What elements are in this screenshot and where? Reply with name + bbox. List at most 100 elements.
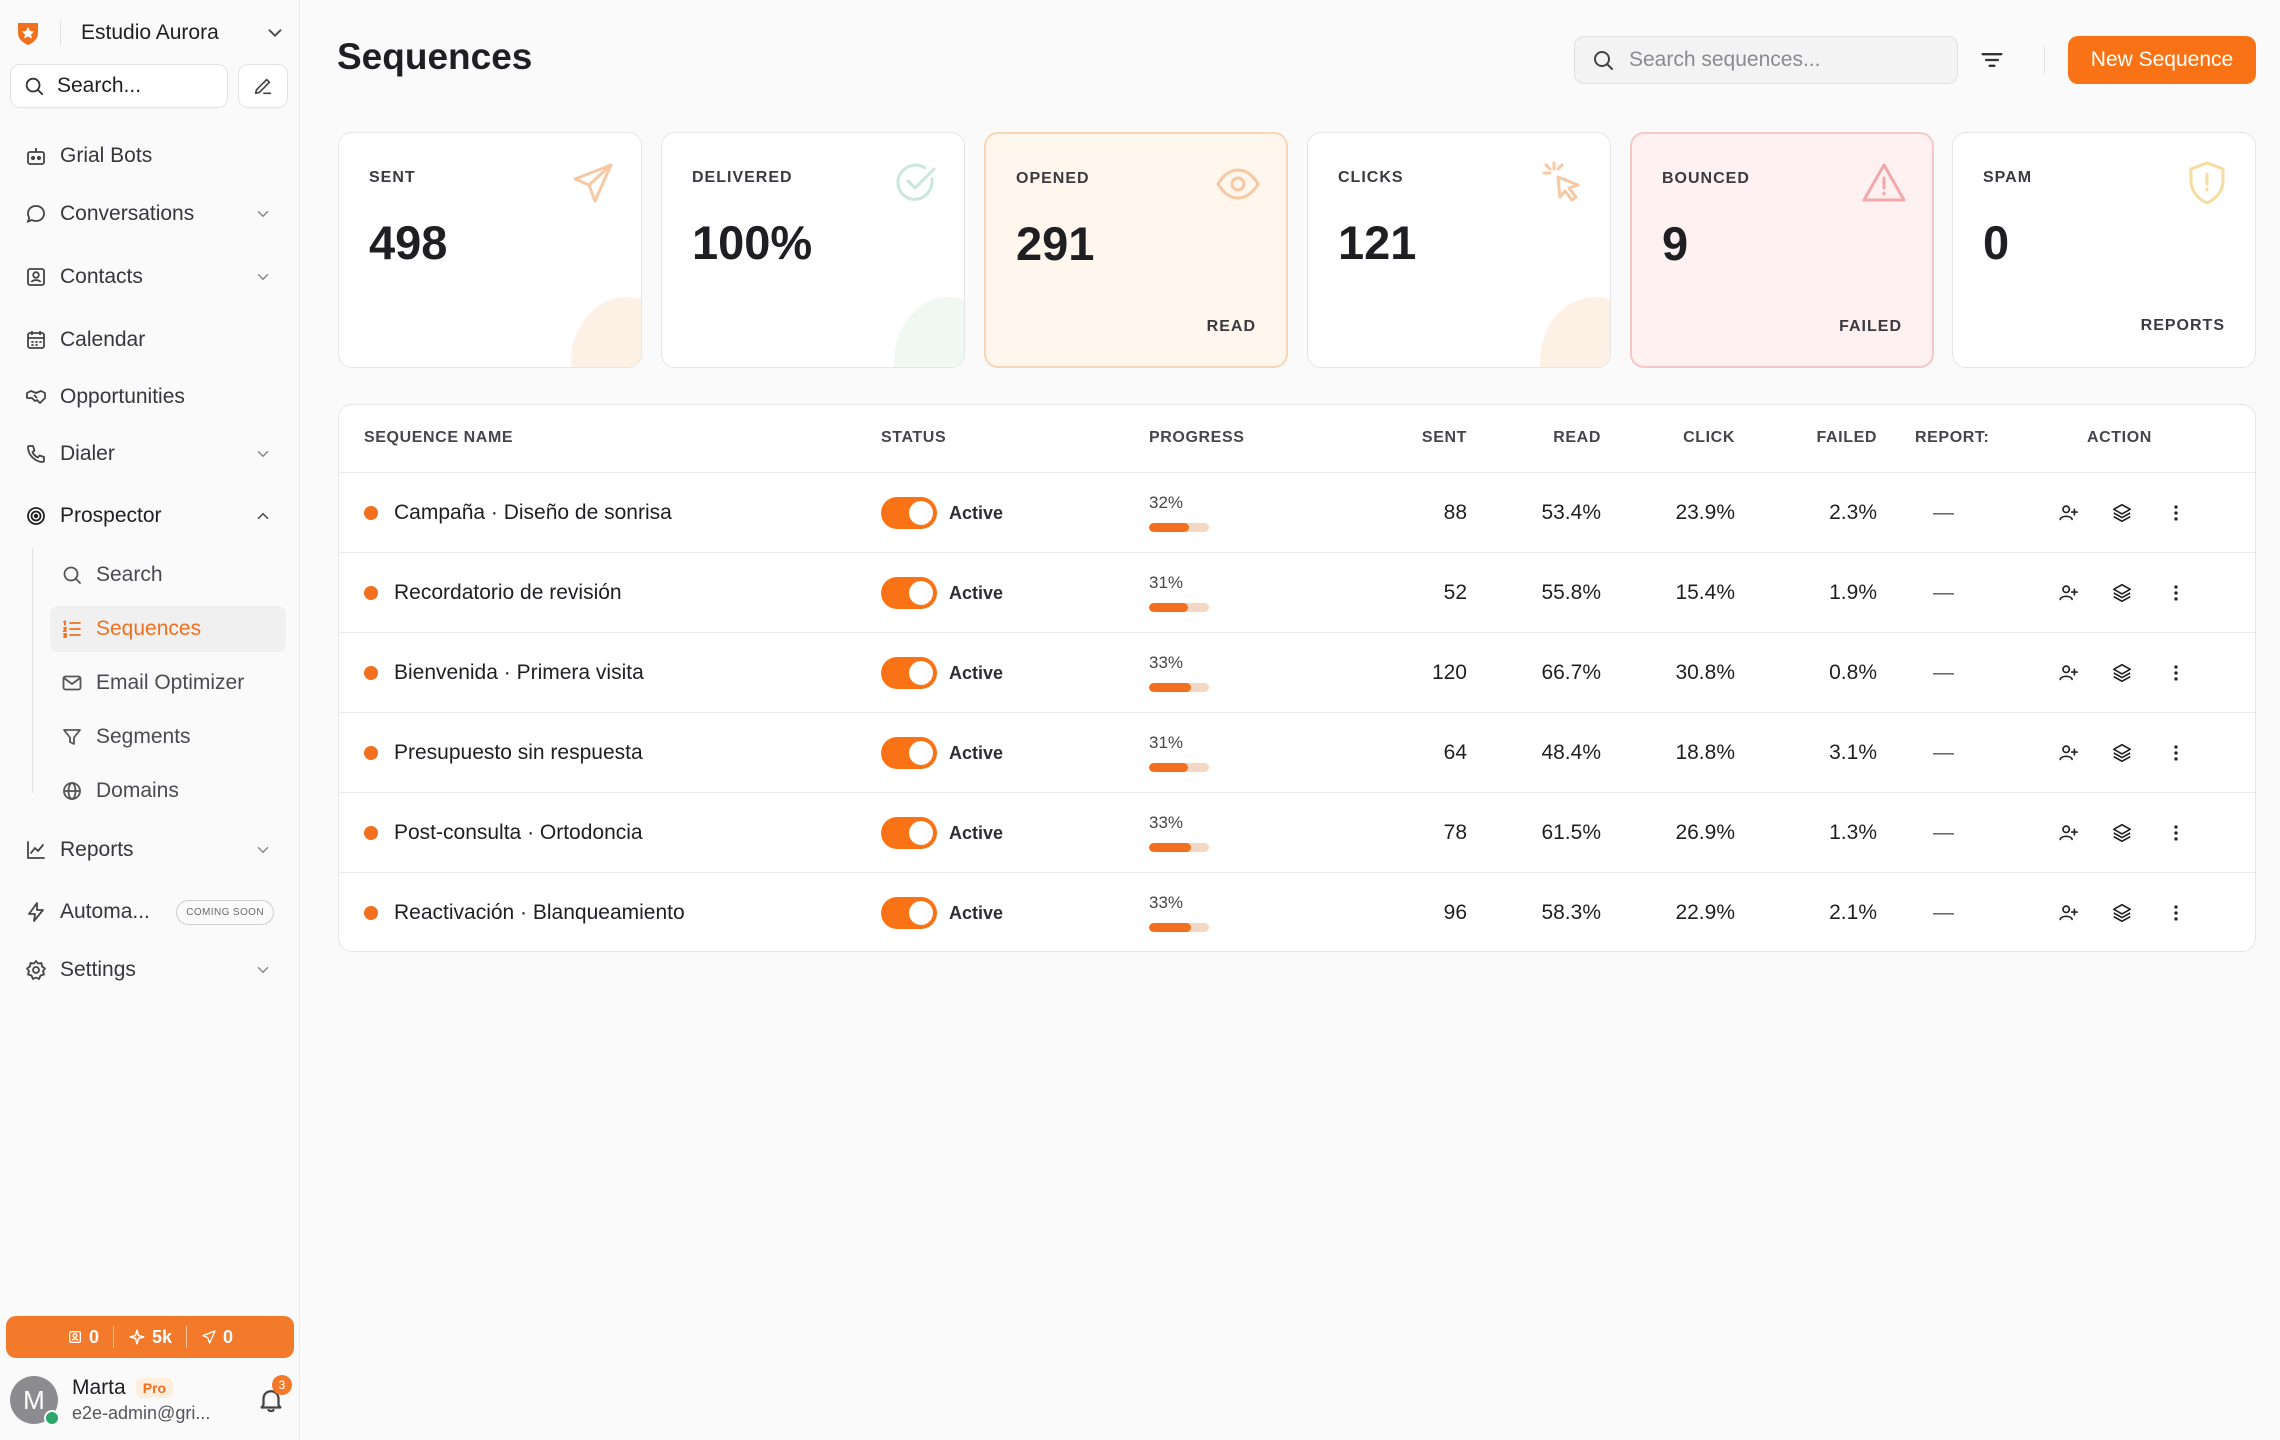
column-header-status[interactable]: STATUS <box>881 429 947 446</box>
more-options-button[interactable] <box>2161 873 2191 951</box>
status-toggle[interactable] <box>881 497 937 529</box>
table-row[interactable]: Reactivación · Blanqueamiento Active 33%… <box>339 873 2255 951</box>
sequence-name[interactable]: Recordatorio de revisión <box>394 581 622 604</box>
workspace-switcher[interactable]: Estudio Aurora <box>14 14 286 52</box>
status-cell: Active <box>881 633 1003 713</box>
line-chart-icon <box>27 841 45 859</box>
status-dot <box>364 666 378 680</box>
user-plus-icon <box>2059 905 2078 921</box>
globe-icon <box>63 782 81 800</box>
more-options-button[interactable] <box>2161 633 2191 713</box>
add-contacts-button[interactable] <box>2053 793 2083 873</box>
status-cell: Active <box>881 473 1003 553</box>
sidebar-item-opportunities[interactable]: Opportunities <box>14 375 286 419</box>
status-label: Active <box>949 822 1004 843</box>
column-header-failed[interactable]: FAILED <box>1816 429 1877 446</box>
column-header-sent[interactable]: SENT <box>1421 429 1467 446</box>
stat-sublabel: READ <box>1206 318 1256 335</box>
sequence-steps-button[interactable] <box>2107 633 2137 713</box>
sequence-steps-button[interactable] <box>2107 873 2137 951</box>
column-header-click[interactable]: CLICK <box>1683 429 1735 446</box>
progress-label: 33% <box>1149 893 1184 912</box>
status-dot <box>364 746 378 760</box>
toggle-knob <box>909 581 933 605</box>
add-contacts-button[interactable] <box>2053 553 2083 633</box>
more-options-button[interactable] <box>2161 713 2191 793</box>
sidebar-item-grial-bots[interactable]: Grial Bots <box>14 134 286 178</box>
sequence-steps-button[interactable] <box>2107 713 2137 793</box>
status-toggle[interactable] <box>881 577 937 609</box>
add-contacts-button[interactable] <box>2053 473 2083 553</box>
toggle-knob <box>909 501 933 525</box>
user-profile[interactable]: M Marta Pro e2e-admin@gri... 3 <box>10 1372 292 1428</box>
sequence-name[interactable]: Post-consulta · Ortodoncia <box>394 821 643 844</box>
status-toggle[interactable] <box>881 897 937 929</box>
table-row[interactable]: Presupuesto sin respuesta Active 31% 64 … <box>339 713 2255 793</box>
sidebar-item-conversations[interactable]: Conversations <box>14 192 286 236</box>
stat-label: CLICKS <box>1338 169 1404 186</box>
add-contacts-button[interactable] <box>2053 873 2083 951</box>
sidebar-item-dialer[interactable]: Dialer <box>14 432 286 476</box>
add-contacts-button[interactable] <box>2053 713 2083 793</box>
more-options-button[interactable] <box>2161 553 2191 633</box>
table-row[interactable]: Bienvenida · Primera visita Active 33% 1… <box>339 633 2255 713</box>
status-toggle[interactable] <box>881 817 937 849</box>
sequence-steps-button[interactable] <box>2107 553 2137 633</box>
sidebar-sub-search[interactable]: Search <box>50 552 286 598</box>
status-label: Active <box>949 742 1004 763</box>
progress-label: 33% <box>1149 813 1184 832</box>
table-row[interactable]: Post-consulta · Ortodoncia Active 33% 78… <box>339 793 2255 873</box>
compose-button[interactable] <box>238 64 288 108</box>
sidebar-search[interactable]: Search... <box>10 64 228 108</box>
sidebar-sub-email-optimizer[interactable]: Email Optimizer <box>50 660 286 706</box>
sidebar-item-prospector[interactable]: Prospector <box>14 494 286 538</box>
quota-divider <box>186 1326 188 1348</box>
sidebar-item-reports[interactable]: Reports <box>14 828 286 872</box>
sidebar-sub-domains[interactable]: Domains <box>50 768 286 814</box>
sequence-name[interactable]: Campaña · Diseño de sonrisa <box>394 501 672 524</box>
stat-label: SPAM <box>1983 169 2033 186</box>
column-header-read[interactable]: READ <box>1553 429 1601 446</box>
column-header-name[interactable]: SEQUENCE NAME <box>364 429 514 446</box>
sequence-name-cell: Presupuesto sin respuesta <box>364 713 643 793</box>
stat-card-spam: SPAM 0 REPORTS <box>1952 132 2256 368</box>
layers-icon <box>2112 503 2132 523</box>
status-toggle[interactable] <box>881 657 937 689</box>
toggle-knob <box>909 741 933 765</box>
reports-cell: — <box>1933 501 1954 524</box>
sequence-steps-button[interactable] <box>2107 473 2137 553</box>
more-options-button[interactable] <box>2161 473 2191 553</box>
search-placeholder: Search sequences... <box>1629 48 1821 71</box>
table-row[interactable]: Recordatorio de revisión Active 31% 52 5… <box>339 553 2255 633</box>
progress-cell: 31% <box>1149 713 1229 793</box>
sidebar-sub-sequences[interactable]: Sequences <box>50 606 286 652</box>
table-row[interactable]: Campaña · Diseño de sonrisa Active 32% 8… <box>339 473 2255 553</box>
stat-label: OPENED <box>1016 170 1090 187</box>
sidebar-item-label: Automa... <box>60 900 150 923</box>
filter-lines-icon[interactable] <box>1978 46 2006 74</box>
sequence-search-input[interactable]: Search sequences... <box>1574 36 1958 84</box>
column-header-progress[interactable]: PROGRESS <box>1149 429 1245 446</box>
more-options-button[interactable] <box>2161 793 2191 873</box>
sidebar-sub-segments[interactable]: Segments <box>50 714 286 760</box>
sidebar-item-automations[interactable]: Automa... COMING SOON <box>14 890 286 934</box>
submenu-guide-line <box>32 548 33 793</box>
notifications-button[interactable]: 3 <box>256 1375 292 1415</box>
read-cell: 55.8% <box>1541 581 1601 604</box>
new-sequence-button[interactable]: New Sequence <box>2068 36 2256 84</box>
layers-icon <box>2112 663 2132 683</box>
sequence-steps-button[interactable] <box>2107 793 2137 873</box>
failed-cell: 0.8% <box>1829 661 1877 684</box>
sidebar-item-contacts[interactable]: Contacts <box>14 255 286 299</box>
filter-funnel-icon <box>63 729 81 745</box>
sidebar-item-calendar[interactable]: Calendar <box>14 318 286 362</box>
sequence-name[interactable]: Presupuesto sin respuesta <box>394 741 643 764</box>
add-contacts-button[interactable] <box>2053 633 2083 713</box>
status-toggle[interactable] <box>881 737 937 769</box>
sequence-name[interactable]: Bienvenida · Primera visita <box>394 661 644 684</box>
sequence-name[interactable]: Reactivación · Blanqueamiento <box>394 901 685 924</box>
card-decoration <box>894 297 964 367</box>
sidebar-item-settings[interactable]: Settings <box>14 948 286 992</box>
column-header-reports[interactable]: REPORT: <box>1915 429 1990 446</box>
usage-quota-bar[interactable]: 0 5k 0 <box>6 1316 294 1358</box>
